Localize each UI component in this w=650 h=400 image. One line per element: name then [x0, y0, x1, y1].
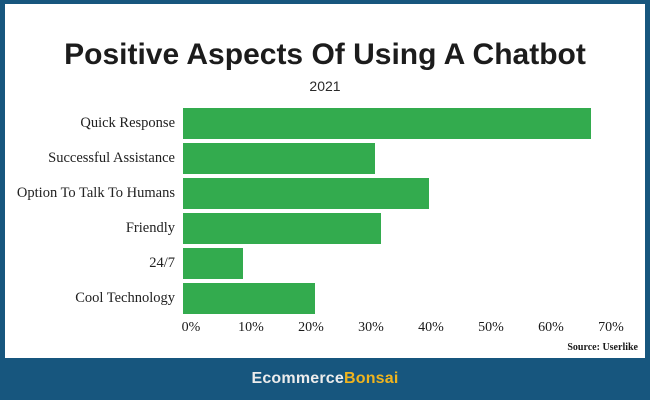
brand-logo: EcommerceBonsai — [251, 370, 398, 388]
x-axis-tick-label: 0% — [181, 320, 201, 335]
x-axis-tick-label: 30% — [358, 320, 384, 335]
chart-row: Option To Talk To Humans — [5, 178, 645, 209]
category-label: Friendly — [125, 220, 175, 236]
bar — [183, 143, 375, 174]
bar-track — [183, 143, 603, 174]
bar-track — [183, 213, 603, 244]
x-axis-tick-label: 50% — [478, 320, 504, 335]
x-axis-tick-label: 70% — [598, 320, 624, 335]
brand-secondary-text: Bonsai — [343, 370, 399, 387]
footer-band: EcommerceBonsai — [0, 358, 650, 400]
bar-track — [183, 178, 603, 209]
chart-canvas: Positive Aspects Of Using A Chatbot 2021… — [5, 4, 645, 358]
category-label: Cool Technology — [75, 290, 175, 306]
bar — [183, 108, 591, 139]
x-axis-tick-label: 40% — [418, 320, 444, 335]
category-label: Successful Assistance — [48, 150, 175, 166]
bar-track — [183, 248, 603, 279]
chart-row: Successful Assistance — [5, 143, 645, 174]
x-axis-tick-label: 60% — [538, 320, 564, 335]
category-label: Option To Talk To Humans — [16, 185, 175, 201]
bar — [183, 248, 243, 279]
bar — [183, 213, 381, 244]
bar — [183, 178, 429, 209]
chart-row: Quick Response — [5, 108, 645, 139]
bar-track — [183, 108, 603, 139]
bar-track — [183, 283, 603, 314]
chart-row: Friendly — [5, 213, 645, 244]
source-note: Source: Userlike — [567, 342, 638, 353]
chart-row: 24/7 — [5, 248, 645, 279]
x-axis: 0% 10% 20% 30% 40% 50% 60% 70% — [182, 320, 624, 338]
chart-rows: Quick Response Successful Assistance Optio… — [5, 108, 645, 318]
chart-subtitle: 2021 — [309, 78, 341, 94]
chart-title: Positive Aspects Of Using A Chatbot — [64, 38, 586, 71]
chart-row: Cool Technology — [5, 283, 645, 314]
brand-primary-text: Ecommerce — [251, 370, 344, 387]
x-axis-tick-label: 10% — [238, 320, 264, 335]
category-label: Quick Response — [80, 115, 175, 131]
x-axis-tick-label: 20% — [298, 320, 324, 335]
category-label: 24/7 — [149, 255, 175, 271]
bar — [183, 283, 315, 314]
